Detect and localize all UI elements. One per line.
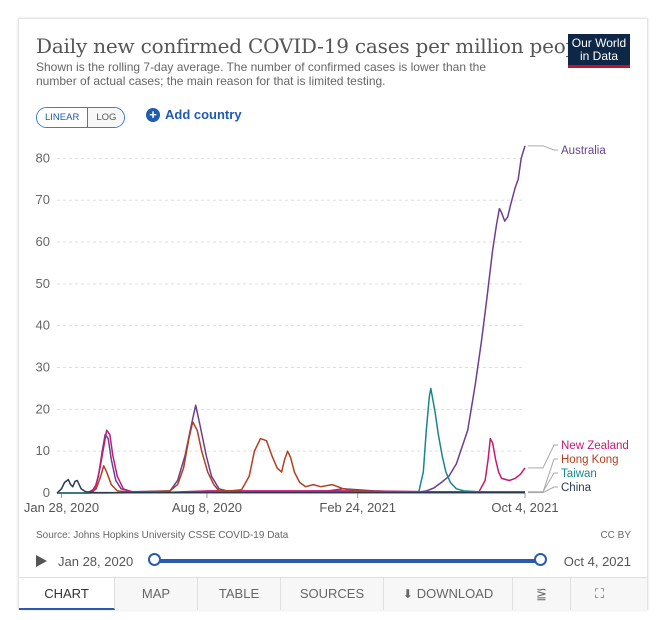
add-country-label: Add country (165, 107, 242, 122)
chart-frame: Daily new confirmed COVID-19 cases per m… (18, 18, 648, 610)
line-chart: 0 10 20 30 40 50 60 70 80 Jan 28, 2020 Aug 8, 202… (24, 145, 629, 515)
linear-scale-button[interactable]: LINEAR (37, 108, 89, 127)
tab-chart[interactable]: CHART (19, 578, 115, 610)
y-tick-label: 60 (36, 234, 50, 249)
log-scale-button[interactable]: LOG (88, 108, 125, 127)
legend-connector (528, 486, 558, 494)
legend-label-hong-kong[interactable]: Hong Kong (561, 454, 619, 466)
chart-subtitle: Shown is the rolling 7-day average. The … (36, 60, 487, 88)
tab-download[interactable]: ⬇ DOWNLOAD (384, 578, 513, 610)
y-tick-label: 40 (36, 318, 50, 333)
x-tick-label: Aug 8, 2020 (172, 500, 242, 515)
legend-connector (528, 444, 558, 469)
owid-logo[interactable]: Our World in Data (568, 34, 630, 68)
share-icon: ⪠ (536, 586, 547, 601)
license-text[interactable]: CC BY (600, 530, 631, 541)
legend-connector (528, 472, 558, 493)
fullscreen-button[interactable]: ⛶ (571, 578, 628, 610)
y-tick-label: 20 (36, 401, 50, 416)
x-tick-label: Feb 24, 2021 (319, 500, 396, 515)
download-label: DOWNLOAD (416, 586, 494, 601)
scale-toggle: LINEAR LOG (36, 107, 126, 128)
timeline-end-handle[interactable] (534, 553, 547, 566)
legend-label-china[interactable]: China (561, 482, 592, 494)
series-line-australia[interactable] (57, 145, 526, 494)
download-icon: ⬇ (402, 587, 413, 601)
y-tick-label: 50 (36, 276, 50, 291)
tab-sources[interactable]: SOURCES (281, 578, 384, 610)
add-country-button[interactable]: + Add country (146, 107, 242, 122)
timeline: Jan 28, 2020 Oct 4, 2021 (36, 552, 631, 570)
y-tick-label: 30 (36, 360, 50, 375)
plus-icon: + (146, 107, 160, 122)
fullscreen-icon: ⛶ (594, 586, 605, 601)
timeline-start-label: Jan 28, 2020 (58, 554, 134, 569)
tab-table[interactable]: TABLE (198, 578, 281, 610)
y-tick-label: 80 (36, 150, 50, 165)
legend-connector (528, 145, 558, 151)
timeline-start-handle[interactable] (148, 553, 161, 566)
tab-map[interactable]: MAP (115, 578, 198, 610)
share-button[interactable]: ⪠ (513, 578, 571, 610)
tab-bar: CHART MAP TABLE SOURCES ⬇ DOWNLOAD ⪠ ⛶ (19, 577, 647, 610)
series-line-hong-kong[interactable] (57, 421, 525, 494)
legend-label-taiwan[interactable]: Taiwan (561, 468, 597, 480)
series-line-china[interactable] (56, 478, 525, 494)
y-tick-label: 70 (36, 192, 50, 207)
y-tick-label: 0 (43, 485, 50, 500)
timeline-end-label: Oct 4, 2021 (563, 554, 631, 569)
timeline-track[interactable] (154, 559, 540, 563)
series-line-new-zealand[interactable] (57, 429, 526, 494)
logo-line-2: in Data (579, 49, 619, 63)
chart-title: Daily new confirmed COVID-19 cases per m… (36, 34, 597, 58)
series-line-taiwan[interactable] (57, 387, 525, 494)
source-text[interactable]: Source: Johns Hopkins University CSSE CO… (36, 530, 289, 541)
y-tick-label: 10 (36, 443, 50, 458)
legend-label-new-zealand[interactable]: New Zealand (561, 440, 629, 452)
play-icon[interactable] (36, 555, 47, 567)
logo-line-1: Our World (571, 36, 627, 50)
x-tick-label: Oct 4, 2021 (491, 500, 558, 515)
x-tick-label: Jan 28, 2020 (24, 500, 99, 515)
legend-label-australia[interactable]: Australia (561, 145, 606, 157)
